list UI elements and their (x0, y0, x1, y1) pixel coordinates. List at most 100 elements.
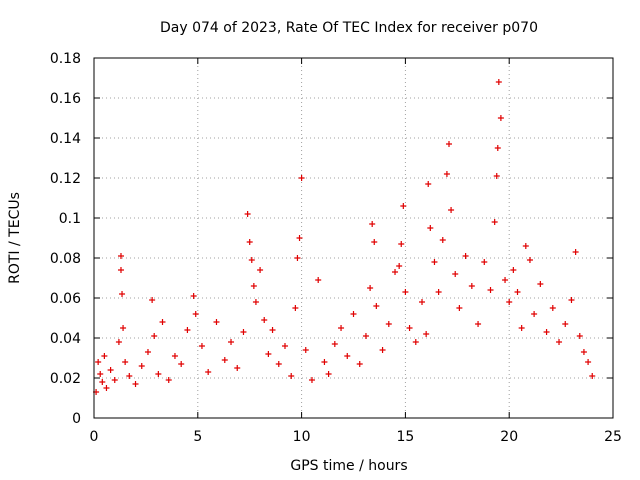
data-point (572, 249, 579, 255)
data-point (205, 369, 212, 375)
data-point (462, 253, 469, 259)
data-point (288, 373, 295, 379)
data-point (321, 359, 328, 365)
x-tick-label: 0 (90, 429, 99, 445)
data-point (257, 267, 264, 273)
y-tick-label: 0.16 (50, 91, 81, 107)
y-tick-label: 0.08 (50, 251, 81, 267)
y-tick-label: 0.18 (50, 51, 81, 67)
data-point (506, 299, 513, 305)
data-points (93, 79, 596, 395)
y-tick-label: 0.12 (50, 171, 81, 187)
data-point (228, 339, 235, 345)
data-point (151, 333, 158, 339)
data-point (425, 181, 432, 187)
data-point (171, 353, 178, 359)
data-point (531, 311, 538, 317)
data-point (240, 329, 247, 335)
data-point (138, 363, 145, 369)
data-point (103, 385, 110, 391)
data-point (149, 297, 156, 303)
data-point (502, 277, 509, 283)
data-point (302, 347, 309, 353)
data-point (522, 243, 529, 249)
data-point (543, 329, 550, 335)
data-point (585, 359, 592, 365)
axis-ticks: 0 5 10 15 20 25 0 0.02 0.04 0.06 0.08 0.1 0.12 0.14 0.… (50, 51, 622, 445)
data-point (292, 305, 299, 311)
data-point (568, 297, 575, 303)
data-point (115, 339, 122, 345)
data-point (468, 283, 475, 289)
data-point (369, 221, 376, 227)
data-point (412, 339, 419, 345)
y-tick-label: 0.04 (50, 331, 81, 347)
data-point (315, 277, 322, 283)
data-point (427, 225, 434, 231)
data-point (344, 353, 351, 359)
data-point (281, 343, 288, 349)
data-point (244, 211, 251, 217)
data-point (402, 289, 409, 295)
data-point (246, 239, 253, 245)
data-point (250, 283, 257, 289)
data-point (400, 203, 407, 209)
data-point (385, 321, 392, 327)
data-point (120, 325, 127, 331)
grid-layer (94, 58, 613, 418)
data-point (452, 271, 459, 277)
data-point (252, 299, 259, 305)
data-point (448, 207, 455, 213)
data-point (331, 341, 338, 347)
data-point (122, 359, 129, 365)
data-point (111, 377, 118, 383)
data-point (294, 255, 301, 261)
data-point (439, 237, 446, 243)
x-tick-label: 15 (396, 429, 414, 445)
data-point (97, 371, 104, 377)
data-point (510, 267, 517, 273)
data-point (126, 373, 133, 379)
x-tick-label: 20 (500, 429, 518, 445)
data-point (338, 325, 345, 331)
data-point (362, 333, 369, 339)
y-tick-label: 0.14 (50, 131, 81, 147)
data-point (99, 379, 106, 385)
data-point (493, 173, 500, 179)
data-point (445, 141, 452, 147)
data-point (356, 361, 363, 367)
data-point (308, 377, 315, 383)
data-point (159, 319, 166, 325)
data-point (192, 311, 199, 317)
x-axis-label: GPS time / hours (290, 458, 407, 474)
data-point (296, 235, 303, 241)
data-point (589, 373, 596, 379)
data-point (275, 361, 282, 367)
data-point (435, 289, 442, 295)
data-point (367, 285, 374, 291)
data-point (576, 333, 583, 339)
data-point (165, 377, 172, 383)
data-point (107, 367, 114, 373)
data-point (562, 321, 569, 327)
data-point (325, 371, 332, 377)
y-tick-label: 0.1 (59, 211, 81, 227)
data-point (497, 115, 504, 121)
data-point (373, 303, 380, 309)
data-point (117, 267, 124, 273)
data-point (396, 263, 403, 269)
data-point (117, 253, 124, 259)
data-point (487, 287, 494, 293)
data-point (350, 311, 357, 317)
data-point (514, 289, 521, 295)
data-point (298, 175, 305, 181)
data-point (184, 327, 191, 333)
data-point (518, 325, 525, 331)
data-point (495, 79, 502, 85)
x-tick-label: 10 (293, 429, 311, 445)
data-point (155, 371, 162, 377)
data-point (443, 171, 450, 177)
data-point (190, 293, 197, 299)
data-point (537, 281, 544, 287)
